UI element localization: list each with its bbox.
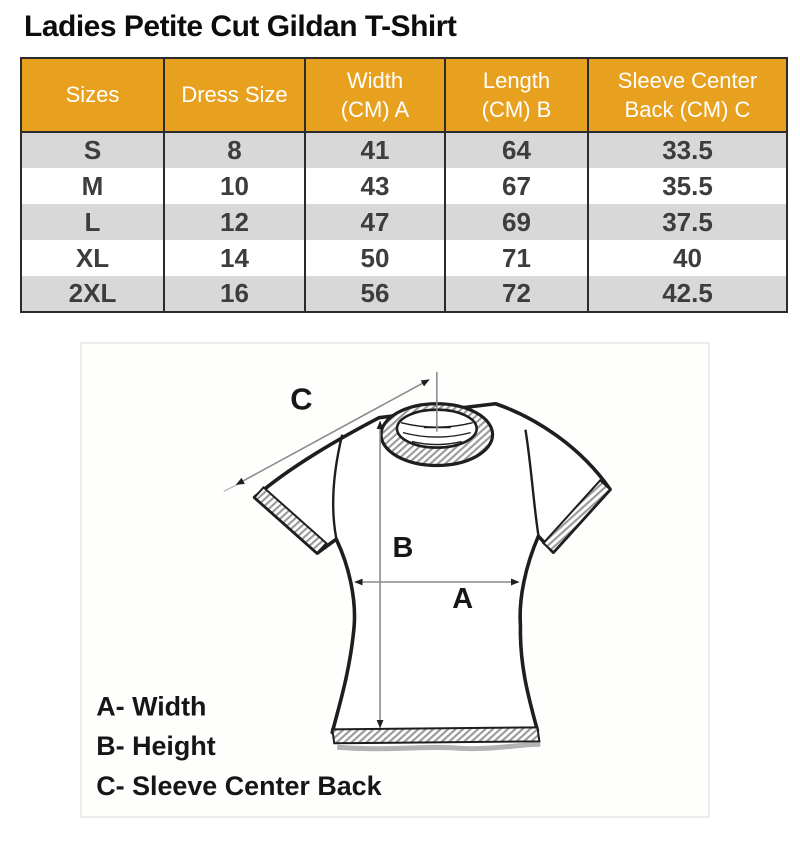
cell: XL (75, 242, 110, 273)
cell: 2XL (68, 278, 117, 308)
header-line: Sizes (65, 82, 120, 108)
cell: 8 (163, 132, 305, 168)
cell: 10 (163, 168, 305, 204)
size-chart-header: Sizes Dress Size Width (CM) A Length (CM… (21, 58, 787, 133)
tshirt-diagram-svg: C B A A- Width B- Height C- Sleeve Cente… (96, 371, 612, 801)
cell: 33.5 (587, 132, 787, 168)
cell: 64 (444, 132, 588, 168)
cell: 47 (304, 204, 445, 240)
cell: 37.5 (587, 204, 787, 240)
hem-shadow (337, 741, 541, 752)
right-cuff-rib (541, 479, 612, 554)
right-armhole-seam (524, 429, 540, 536)
cell: 40 (587, 240, 787, 276)
header-cell-dress-size: Dress Size (163, 58, 305, 133)
label-b: B (393, 532, 414, 564)
cell: S (83, 135, 102, 165)
cell: 56 (304, 276, 445, 312)
header-line: Dress Size (181, 82, 288, 108)
measurement-diagram: C B A A- Width B- Height C- Sleeve Cente… (80, 342, 710, 818)
table-row-m: M 10 43 67 35.5 (21, 168, 787, 204)
cell: 67 (444, 168, 588, 204)
cell: M (81, 170, 104, 201)
measure-line-c (235, 379, 430, 486)
label-c: C (290, 382, 312, 417)
label-a: A (452, 583, 473, 615)
header-line: (CM) B (481, 97, 552, 122)
cell: 16 (163, 276, 305, 312)
header-line: Width (346, 67, 404, 93)
header-line: Length (482, 67, 551, 93)
cell: L (84, 206, 101, 237)
header-line: Sleeve Center (617, 67, 758, 93)
table-row-s: S 8 41 64 33.5 (21, 132, 787, 168)
header-row: Sizes Dress Size Width (CM) A Length (CM… (21, 58, 787, 133)
header-cell-sleeve: Sleeve Center Back (CM) C (587, 58, 787, 133)
header-cell-width: Width (CM) A (304, 58, 445, 133)
cell: 69 (444, 204, 588, 240)
size-chart-table: Sizes Dress Size Width (CM) A Length (CM… (20, 57, 788, 313)
left-cuff-rib (253, 485, 328, 555)
table-row-l: L 12 47 69 37.5 (21, 204, 787, 240)
cell: 72 (444, 276, 588, 312)
header-line: Back (CM) C (624, 97, 751, 122)
cell: 35.5 (587, 168, 787, 204)
cell: 14 (163, 240, 305, 276)
cell: 42.5 (587, 276, 787, 312)
cell: 41 (304, 132, 445, 168)
table-row-xl: XL 14 50 71 40 (21, 240, 787, 276)
header-cell-sizes: Sizes (21, 58, 164, 133)
header-line: (CM) A (340, 97, 410, 122)
cell: 50 (304, 240, 445, 276)
cell: 12 (163, 204, 305, 240)
table-row-2xl: 2XL 16 56 72 42.5 (21, 276, 787, 312)
cell: 71 (444, 240, 588, 276)
header-cell-length: Length (CM) B (444, 58, 588, 133)
legend-item-sleeve-center-back: C- Sleeve Center Back (96, 771, 381, 801)
legend-item-width: A- Width (96, 691, 206, 721)
hem-rib (331, 726, 541, 745)
cell: 43 (304, 168, 445, 204)
legend-item-height: B- Height (96, 731, 215, 761)
page-title: Ladies Petite Cut Gildan T-Shirt (24, 10, 457, 43)
